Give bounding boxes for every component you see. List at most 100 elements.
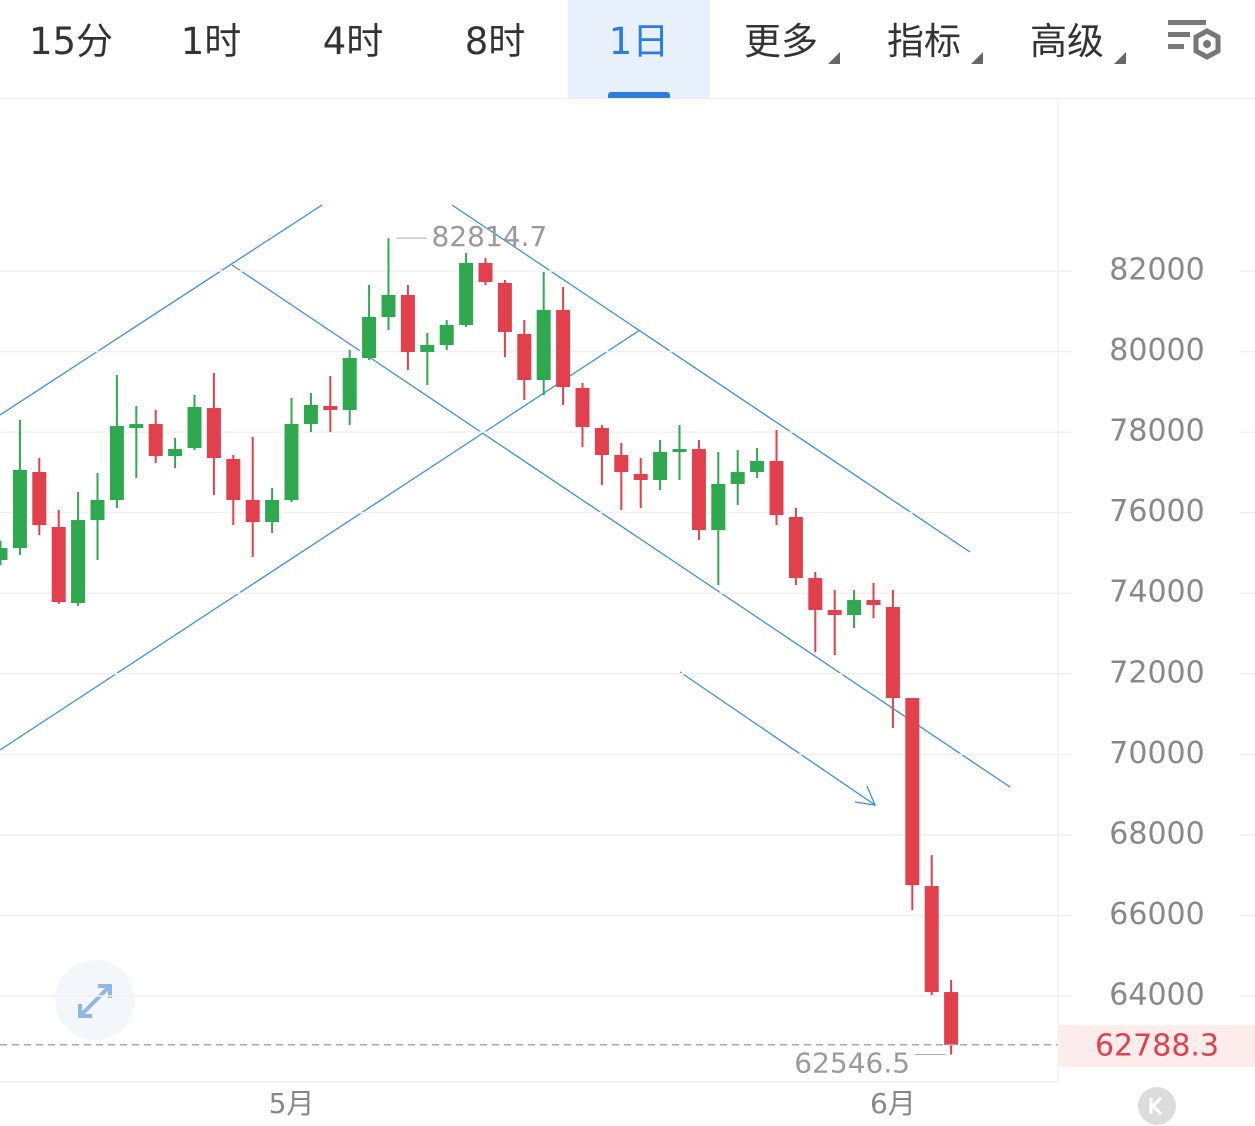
candle-body: [12, 470, 27, 549]
tab[interactable]: 1日: [568, 0, 710, 98]
candle-body: [51, 527, 66, 603]
low-label: 62546.5: [794, 1047, 910, 1080]
trend-line: [451, 204, 971, 553]
tab-label: 更多: [744, 20, 818, 63]
candle-body: [109, 426, 124, 501]
last-price-label: 62788.3: [1095, 1028, 1219, 1063]
candle-body: [769, 461, 784, 516]
candle-body: [808, 578, 823, 611]
candle-body: [362, 316, 377, 358]
candle-body: [478, 262, 493, 282]
candle-body: [788, 517, 803, 579]
candle-body: [885, 607, 900, 699]
tab[interactable]: 1时: [180, 20, 242, 63]
candle-body: [633, 473, 648, 480]
icon-line: [1168, 32, 1190, 37]
trend-line: [0, 204, 323, 416]
candle-body: [924, 886, 939, 993]
icon-line: [1168, 20, 1206, 25]
y-tick-label: 68000: [1109, 816, 1204, 851]
y-tick-label: 76000: [1109, 494, 1204, 529]
candle-body: [614, 455, 629, 473]
candle-body: [497, 282, 512, 333]
candle-body: [0, 548, 8, 561]
icon-line: [1168, 44, 1184, 49]
toolbar: 15分 1时 4时 8时 1日 更多 指标 高级: [0, 0, 1255, 99]
y-tick-label: 70000: [1109, 736, 1204, 771]
candle-body: [381, 295, 396, 317]
price-tag-bg: [1058, 1025, 1255, 1067]
y-tick-label: 82000: [1109, 252, 1204, 287]
candle-body: [847, 600, 862, 616]
candle-body: [400, 295, 415, 352]
expand-icon: [78, 984, 112, 1018]
candle-body: [284, 424, 299, 501]
x-tick-label: 5月: [269, 1087, 315, 1120]
tab-dropdown[interactable]: 高级: [996, 0, 1138, 98]
candle-body: [342, 357, 357, 410]
candle-body: [594, 428, 609, 456]
y-tick-label: 72000: [1109, 655, 1204, 690]
candle-body: [265, 500, 280, 523]
candle-body: [303, 405, 318, 425]
candle-body: [905, 698, 920, 886]
icon-line: [1150, 1096, 1163, 1116]
x-tick-label: 6月: [870, 1087, 916, 1120]
trend-line: [0, 329, 641, 751]
candle-body: [536, 309, 551, 380]
tab-dropdown[interactable]: 指标: [853, 0, 995, 98]
candle-body: [827, 610, 842, 616]
candle-body: [750, 461, 765, 473]
candle-body: [711, 483, 726, 531]
candle-body: [575, 388, 590, 427]
candle-body: [71, 520, 86, 604]
candle-body: [32, 471, 47, 526]
high-label: 82814.7: [432, 220, 548, 253]
icon-line: [78, 1004, 92, 1018]
tab-label: 指标: [887, 20, 961, 63]
arrow-head: [854, 785, 877, 806]
candle-body: [691, 449, 706, 531]
candle-body: [730, 472, 745, 484]
candle-body: [90, 500, 105, 521]
candle-body: [206, 408, 221, 459]
y-tick-label: 74000: [1109, 575, 1204, 610]
dropdown-icon: [1114, 52, 1126, 64]
candle-body: [672, 449, 687, 453]
settings-icon[interactable]: [1166, 14, 1226, 74]
icon-gear-center: [1203, 40, 1211, 48]
y-tick-label: 64000: [1109, 978, 1204, 1013]
candle-body: [517, 333, 532, 380]
tab-dropdown[interactable]: 更多: [710, 0, 852, 98]
candle-body: [187, 407, 202, 449]
candle-body: [245, 500, 260, 523]
icon-line: [98, 984, 112, 998]
candle-body: [168, 449, 183, 457]
candle-body: [420, 344, 435, 352]
icon-line: [78, 984, 112, 1018]
candle-body: [323, 406, 338, 410]
y-tick-label: 80000: [1109, 333, 1204, 368]
scroll-end-button[interactable]: [1138, 1087, 1176, 1125]
tab[interactable]: 15分: [28, 20, 114, 63]
trend-arrow: [679, 671, 876, 806]
candle-body: [556, 309, 571, 387]
candle-body: [129, 424, 144, 429]
icon-gear: [1193, 28, 1221, 60]
candle-body: [944, 992, 959, 1045]
y-tick-label: 66000: [1109, 897, 1204, 932]
dropdown-icon: [828, 52, 840, 64]
candle-body: [653, 452, 668, 480]
dropdown-icon: [971, 52, 983, 64]
candle-body: [148, 424, 163, 457]
tab[interactable]: 4时: [322, 20, 384, 63]
candle-body: [866, 600, 881, 606]
tab[interactable]: 8时: [464, 20, 526, 63]
candle-body: [459, 262, 474, 326]
y-tick-label: 78000: [1109, 414, 1204, 449]
candle-body: [226, 459, 241, 501]
candle-body: [439, 325, 454, 345]
tab-label: 高级: [1030, 20, 1104, 63]
